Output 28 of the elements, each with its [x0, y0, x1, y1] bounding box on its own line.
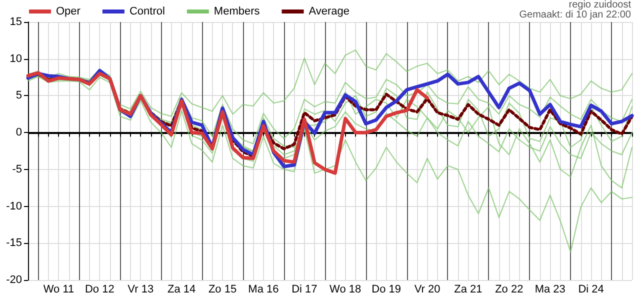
text: regio zuidoost [568, 0, 632, 10]
x-tick-label: Do 12 [84, 284, 114, 296]
x-tick-label: Ma 23 [534, 284, 566, 296]
x-tick-label: Za 21 [454, 284, 482, 296]
y-tick-label: -5 [12, 163, 22, 176]
x-tick-label: Vr 13 [128, 284, 154, 296]
x-tick-label: Ma 16 [248, 284, 279, 296]
legend-label: Oper [56, 6, 81, 18]
x-tick-label: Wo 18 [330, 284, 362, 296]
legend-label: Average [308, 6, 350, 18]
y-tick-label: -10 [6, 200, 22, 212]
y-tick-label: 10 [10, 52, 22, 65]
x-tick-label: Vr 20 [414, 284, 440, 296]
x-tick-label: Zo 22 [495, 284, 524, 296]
x-tick-label: Wo 11 [43, 284, 74, 296]
x-tick-label: Di 24 [578, 284, 604, 296]
legend-label: Members [214, 6, 260, 18]
x-tick-label: Za 14 [167, 284, 196, 296]
legend-label: Control [129, 6, 165, 18]
y-tick-label: 15 [10, 16, 22, 28]
x-tick-label: Di 17 [292, 284, 318, 296]
y-tick-label: -20 [6, 274, 22, 286]
x-tick-label: Do 19 [372, 284, 401, 296]
x-tick-label: Zo 15 [208, 284, 237, 296]
y-tick-label: 0 [16, 126, 22, 139]
y-tick-label: -15 [6, 237, 22, 250]
text: Gemaakt: di 10 jan 22:00 [519, 10, 632, 20]
y-tick-label: 5 [16, 90, 22, 102]
